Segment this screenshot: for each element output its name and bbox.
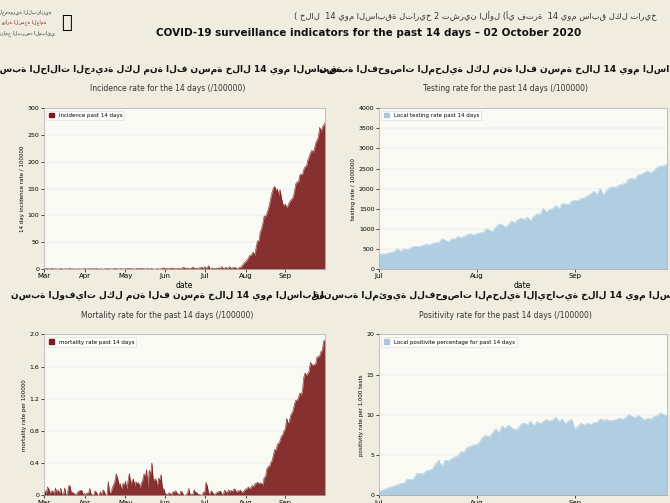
Legend: incidence past 14 days: incidence past 14 days — [46, 111, 125, 120]
Text: برنامج الترصد الوبائي: برنامج الترصد الوبائي — [0, 30, 55, 36]
Y-axis label: positivity rate per 1,000 tests: positivity rate per 1,000 tests — [358, 374, 364, 456]
Y-axis label: testing rate / 1000000: testing rate / 1000000 — [351, 157, 356, 220]
Legend: Local positivite percentage for past 14 days: Local positivite percentage for past 14 … — [381, 338, 517, 347]
Text: الجمهورية اللبنانية: الجمهورية اللبنانية — [0, 10, 52, 16]
Text: Testing rate for the past 14 days (/100000): Testing rate for the past 14 days (/1000… — [423, 85, 588, 94]
Text: Positivity rate for the past 14 days (/100000): Positivity rate for the past 14 days (/1… — [419, 311, 592, 320]
Legend: Local testing rate past 14 days: Local testing rate past 14 days — [381, 111, 481, 120]
Y-axis label: 14 day incidence rate / 100000: 14 day incidence rate / 100000 — [20, 145, 25, 232]
Text: النسبة المئوية للفحوصات المحلية الإيجابية خلال 14 يوم السابقة: النسبة المئوية للفحوصات المحلية الإيجابي… — [314, 290, 670, 300]
Text: Incidence rate for the 14 days (/100000): Incidence rate for the 14 days (/100000) — [90, 85, 245, 94]
Text: وزارة الصحة العامة: وزارة الصحة العامة — [1, 20, 47, 26]
Text: نسبة الحالات الجديدة لكل منة الف نسمة خلال 14 يوم السابقة: نسبة الحالات الجديدة لكل منة الف نسمة خل… — [0, 64, 342, 74]
Text: 🌲: 🌲 — [61, 14, 72, 32]
Text: Mortality rate for the past 14 days (/100000): Mortality rate for the past 14 days (/10… — [81, 311, 254, 320]
Text: نسبة الوفيات لكل منة الف نسمة خلال 14 يوم السابقة: نسبة الوفيات لكل منة الف نسمة خلال 14 يو… — [11, 290, 324, 300]
Y-axis label: mortality rate per 100000: mortality rate per 100000 — [21, 379, 27, 451]
X-axis label: date: date — [514, 281, 531, 290]
X-axis label: date: date — [176, 281, 193, 290]
Legend: mortality rate past 14 days: mortality rate past 14 days — [46, 338, 136, 347]
Text: COVID-19 surveillance indicators for the past 14 days – 02 October 2020: COVID-19 surveillance indicators for the… — [156, 28, 581, 38]
Text: نسبة الفحوصات المحلية لكل منة الف نسمة خلال 14 يوم السابقة: نسبة الفحوصات المحلية لكل منة الف نسمة خ… — [320, 64, 670, 74]
Text: ( خلال  14 يوم السابقة لتاريخ 2 تشرين الأول (أي فترة  14 يوم سابق لكل تاريخ: ( خلال 14 يوم السابقة لتاريخ 2 تشرين الأ… — [294, 11, 657, 21]
